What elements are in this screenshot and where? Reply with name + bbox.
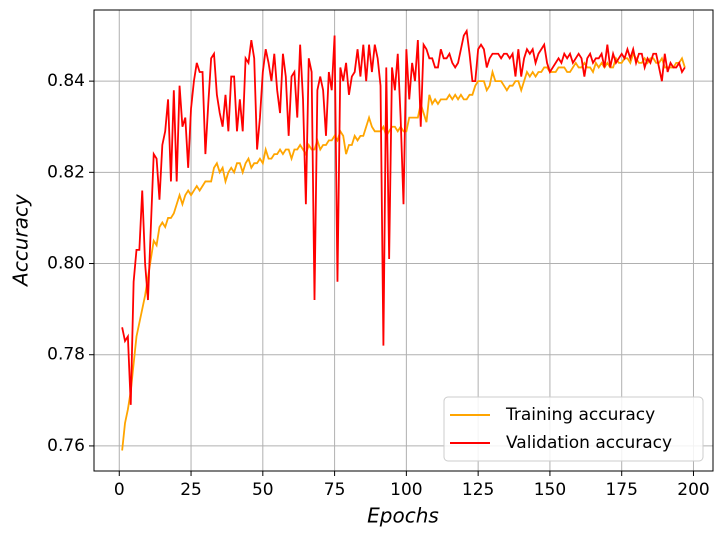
x-tick-label: 150 — [534, 480, 566, 500]
data-line — [121, 51, 686, 451]
legend: Training accuracy Validation accuracy — [443, 396, 704, 462]
x-tick-label: 0 — [114, 480, 125, 500]
legend-box — [443, 396, 704, 462]
plot-frame — [93, 9, 714, 472]
x-tick-label: 50 — [252, 480, 274, 500]
x-tick-label: 200 — [677, 480, 709, 500]
x-tick-label: 125 — [462, 480, 494, 500]
data-line — [121, 28, 686, 405]
y-axis-label: Accuracy — [9, 193, 33, 288]
x-tick-label: 100 — [390, 480, 422, 500]
x-tick-label: 75 — [324, 480, 346, 500]
x-tick-label: 175 — [605, 480, 637, 500]
y-tick-label: 0.80 — [47, 254, 85, 274]
x-axis-label: Epochs — [367, 504, 439, 528]
legend-label: Validation accuracy — [506, 433, 672, 453]
y-tick-label: 0.78 — [47, 345, 85, 365]
legend-label: Training accuracy — [505, 405, 655, 425]
y-tick-label: 0.82 — [47, 162, 85, 182]
x-tick-label: 25 — [180, 480, 202, 500]
y-tick-label: 0.76 — [47, 436, 85, 456]
y-tick-label: 0.84 — [47, 71, 85, 91]
